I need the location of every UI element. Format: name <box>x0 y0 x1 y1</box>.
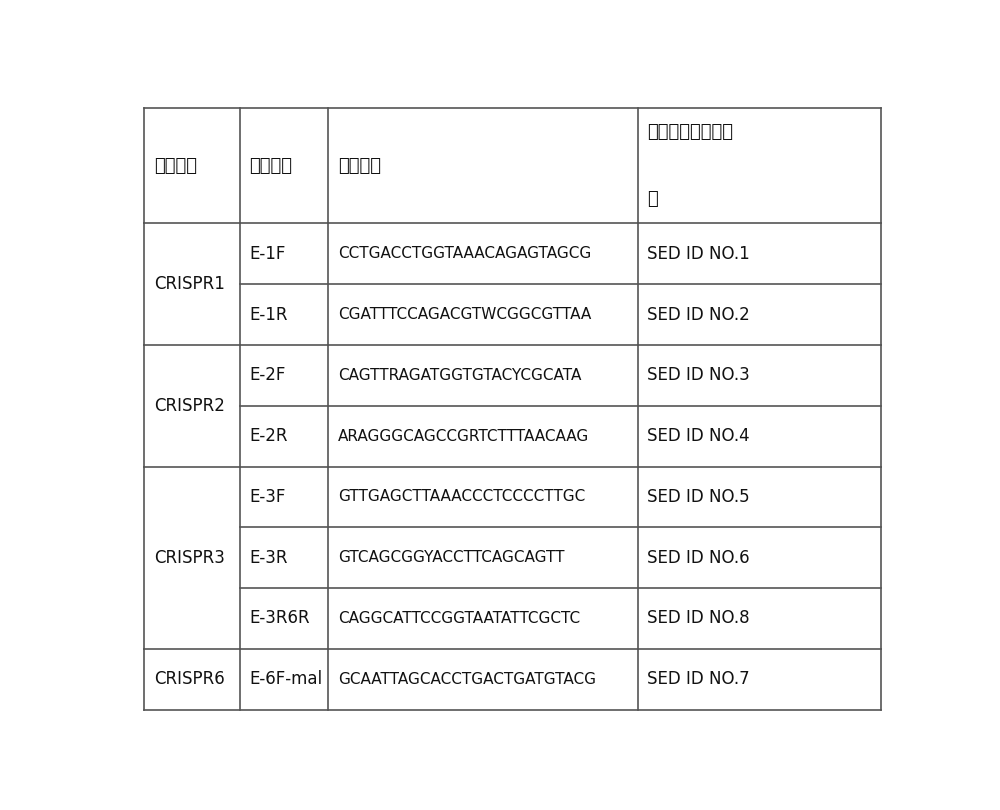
Text: SED ID NO.4: SED ID NO.4 <box>647 427 750 446</box>
Text: CAGGCATTCCGGTAATATTCGCTC: CAGGCATTCCGGTAATATTCGCTC <box>338 611 580 626</box>
Text: CRISPR6: CRISPR6 <box>154 671 224 688</box>
Text: GCAATTAGCACCTGACTGATGTACG: GCAATTAGCACCTGACTGATGTACG <box>338 671 596 687</box>
Text: SED ID NO.1: SED ID NO.1 <box>647 245 750 262</box>
Text: E-3F: E-3F <box>249 488 286 506</box>
Text: CAGTTRAGATGGTGTACYCGCATA: CAGTTRAGATGGTGTACYCGCATA <box>338 368 581 383</box>
Text: SED ID NO.5: SED ID NO.5 <box>647 488 750 506</box>
Text: SED ID NO.3: SED ID NO.3 <box>647 366 750 384</box>
Text: ARAGGGCAGCCGRTCTTTAACAAG: ARAGGGCAGCCGRTCTTTAACAAG <box>338 428 589 444</box>
Text: 引物名称: 引物名称 <box>249 157 292 175</box>
Text: 称: 称 <box>647 190 658 208</box>
Text: SED ID NO.6: SED ID NO.6 <box>647 548 750 567</box>
Text: CGATTTCCAGACGTWCGGCGTTAA: CGATTTCCAGACGTWCGGCGTTAA <box>338 307 591 322</box>
Text: SED ID NO.8: SED ID NO.8 <box>647 609 750 628</box>
Text: GTCAGCGGYACCTTCAGCAGTT: GTCAGCGGYACCTTCAGCAGTT <box>338 550 564 565</box>
Text: E-2F: E-2F <box>249 366 286 384</box>
Text: CRISPR1: CRISPR1 <box>154 275 225 293</box>
Text: E-3R6R: E-3R6R <box>249 609 310 628</box>
Text: E-3R: E-3R <box>249 548 288 567</box>
Text: E-2R: E-2R <box>249 427 288 446</box>
Text: E-6F-mal: E-6F-mal <box>249 671 323 688</box>
Text: CRISPR2: CRISPR2 <box>154 397 225 415</box>
Text: SED ID NO.7: SED ID NO.7 <box>647 671 750 688</box>
Text: SED ID NO.2: SED ID NO.2 <box>647 305 750 323</box>
Text: 扩增产物: 扩增产物 <box>154 157 197 175</box>
Text: GTTGAGCTTAAACCCTCCCCTTGC: GTTGAGCTTAAACCCTCCCCTTGC <box>338 489 585 505</box>
Text: E-1F: E-1F <box>249 245 286 262</box>
Text: CCTGACCTGGTAAACAGAGTAGCG: CCTGACCTGGTAAACAGAGTAGCG <box>338 246 591 262</box>
Text: E-1R: E-1R <box>249 305 288 323</box>
Text: CRISPR3: CRISPR3 <box>154 548 225 567</box>
Text: 引物序列: 引物序列 <box>338 157 381 175</box>
Text: 对应于序列表中名: 对应于序列表中名 <box>647 123 733 142</box>
